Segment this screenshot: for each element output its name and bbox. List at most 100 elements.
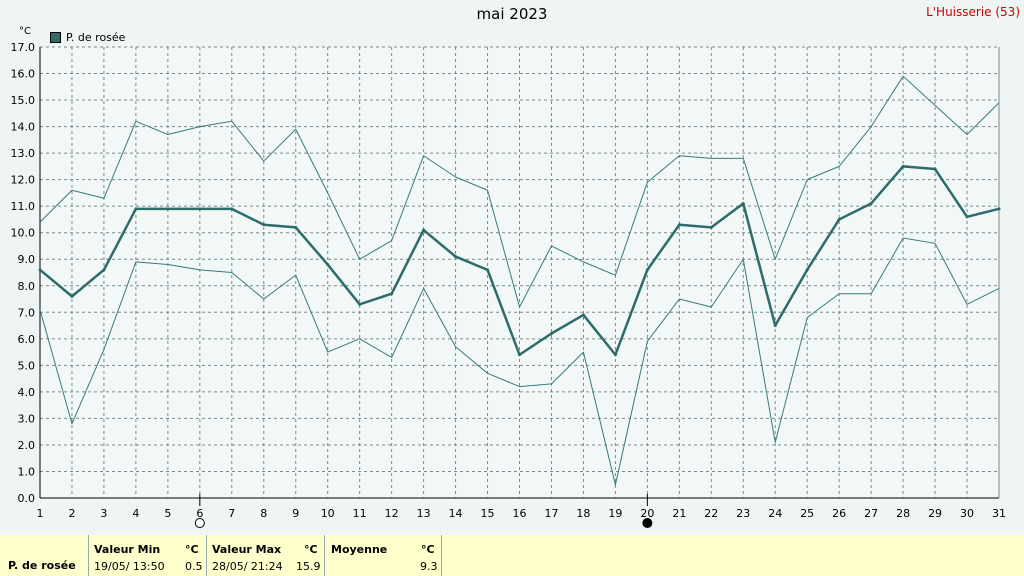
- data-point: [70, 294, 74, 298]
- data-point: [390, 292, 394, 296]
- data-point: [326, 263, 330, 267]
- min-unit: °C: [185, 543, 199, 556]
- y-tick-label: 2.0: [18, 439, 36, 452]
- x-tick-label: 4: [132, 507, 139, 520]
- x-tick-label: 9: [292, 507, 299, 520]
- x-tick-label: 16: [513, 507, 527, 520]
- plot-area: [40, 47, 999, 498]
- min-date: 19/05/ 13:50: [94, 560, 165, 573]
- data-point: [198, 207, 202, 211]
- y-tick-label: 5.0: [18, 359, 36, 372]
- x-tick-label: 10: [321, 507, 335, 520]
- x-tick-label: 24: [768, 507, 782, 520]
- y-tick-label: 15.0: [11, 94, 36, 107]
- x-tick-label: 22: [704, 507, 718, 520]
- data-point: [518, 353, 521, 357]
- stats-avg-cell: Moyenne °C 9.3: [324, 535, 442, 576]
- x-tick-label: 26: [832, 507, 846, 520]
- x-tick-label: 28: [896, 507, 910, 520]
- data-point: [294, 225, 298, 229]
- data-point: [230, 207, 234, 211]
- avg-value: 9.3: [420, 560, 438, 573]
- y-tick-label: 12.0: [11, 174, 36, 187]
- data-point: [549, 332, 553, 336]
- x-tick-label: 18: [576, 507, 590, 520]
- y-tick-label: 17.0: [11, 41, 36, 54]
- series-line-min: [39, 237, 1000, 486]
- data-point: [933, 167, 937, 171]
- data-point: [709, 225, 713, 229]
- data-point: [869, 202, 873, 206]
- data-point: [262, 223, 266, 227]
- y-tick-label: 10.0: [11, 227, 36, 240]
- x-tick-label: 2: [68, 507, 75, 520]
- data-point: [773, 324, 777, 328]
- max-date: 28/05/ 21:24: [212, 560, 283, 573]
- x-tick-label: 11: [353, 507, 367, 520]
- data-point: [454, 255, 458, 259]
- data-point: [581, 313, 585, 317]
- x-tick-label: 8: [260, 507, 267, 520]
- y-tick-label: 6.0: [18, 333, 36, 346]
- x-tick-label: 13: [417, 507, 431, 520]
- data-point: [613, 353, 617, 357]
- min-header: Valeur Min: [94, 543, 161, 556]
- data-point: [805, 268, 809, 272]
- y-tick-label: 13.0: [11, 147, 36, 160]
- stats-max-cell: Valeur Max °C 28/05/ 21:24 15.9: [206, 535, 325, 576]
- data-point: [358, 302, 362, 306]
- x-tick-label: 19: [608, 507, 622, 520]
- x-tick-label: 27: [864, 507, 878, 520]
- moon-new-icon: [642, 518, 653, 528]
- x-tick-label: 29: [928, 507, 942, 520]
- data-point: [38, 268, 42, 272]
- max-value: 15.9: [296, 560, 321, 573]
- data-point: [134, 207, 138, 211]
- stats-series-label: P. de rosée: [8, 559, 76, 572]
- x-tick-label: 30: [960, 507, 974, 520]
- legend-swatch: [50, 32, 61, 43]
- x-tick-label: 5: [164, 507, 171, 520]
- max-header: Valeur Max: [212, 543, 282, 556]
- data-point: [166, 207, 170, 211]
- data-point: [965, 215, 969, 219]
- x-tick-label: 21: [672, 507, 686, 520]
- data-point: [102, 268, 106, 272]
- x-tick-label: 3: [100, 507, 107, 520]
- x-tick-label: 17: [544, 507, 558, 520]
- avg-unit: °C: [421, 543, 435, 556]
- x-tick-label: 20: [640, 507, 654, 520]
- moon-full-icon: [194, 518, 205, 528]
- x-tick-label: 31: [992, 507, 1006, 520]
- y-tick-label: 0.0: [18, 492, 36, 505]
- y-tick-label: 11.0: [11, 200, 36, 213]
- x-tick-label: 7: [228, 507, 235, 520]
- station-name: L'Huisserie (53): [926, 5, 1020, 19]
- y-tick-label: 14.0: [11, 121, 36, 134]
- data-point: [901, 164, 905, 168]
- x-tick-label: 1: [37, 507, 44, 520]
- data-point: [677, 223, 681, 227]
- x-tick-label: 15: [481, 507, 495, 520]
- avg-header: Moyenne: [331, 543, 388, 556]
- y-axis-unit: °C: [19, 26, 31, 37]
- x-tick-label: 23: [736, 507, 750, 520]
- data-point: [837, 217, 841, 221]
- legend: P. de rosée: [50, 31, 125, 44]
- data-point: [997, 207, 1001, 211]
- chart-title: mai 2023: [476, 5, 548, 23]
- x-tick-label: 14: [449, 507, 463, 520]
- max-unit: °C: [304, 543, 318, 556]
- x-tick-label: 12: [385, 507, 399, 520]
- y-tick-label: 4.0: [18, 386, 36, 399]
- y-tick-label: 16.0: [11, 68, 36, 81]
- data-point: [741, 202, 745, 206]
- y-tick-label: 1.0: [18, 465, 36, 478]
- y-tick-label: 3.0: [18, 412, 36, 425]
- legend-label: P. de rosée: [66, 31, 126, 44]
- data-point: [486, 268, 490, 272]
- y-tick-label: 9.0: [18, 253, 36, 266]
- stats-table: P. de rosée Valeur Min °C 19/05/ 13:50 0…: [0, 535, 1024, 576]
- y-tick-label: 7.0: [18, 306, 36, 319]
- stats-min-cell: Valeur Min °C 19/05/ 13:50 0.5: [88, 535, 207, 576]
